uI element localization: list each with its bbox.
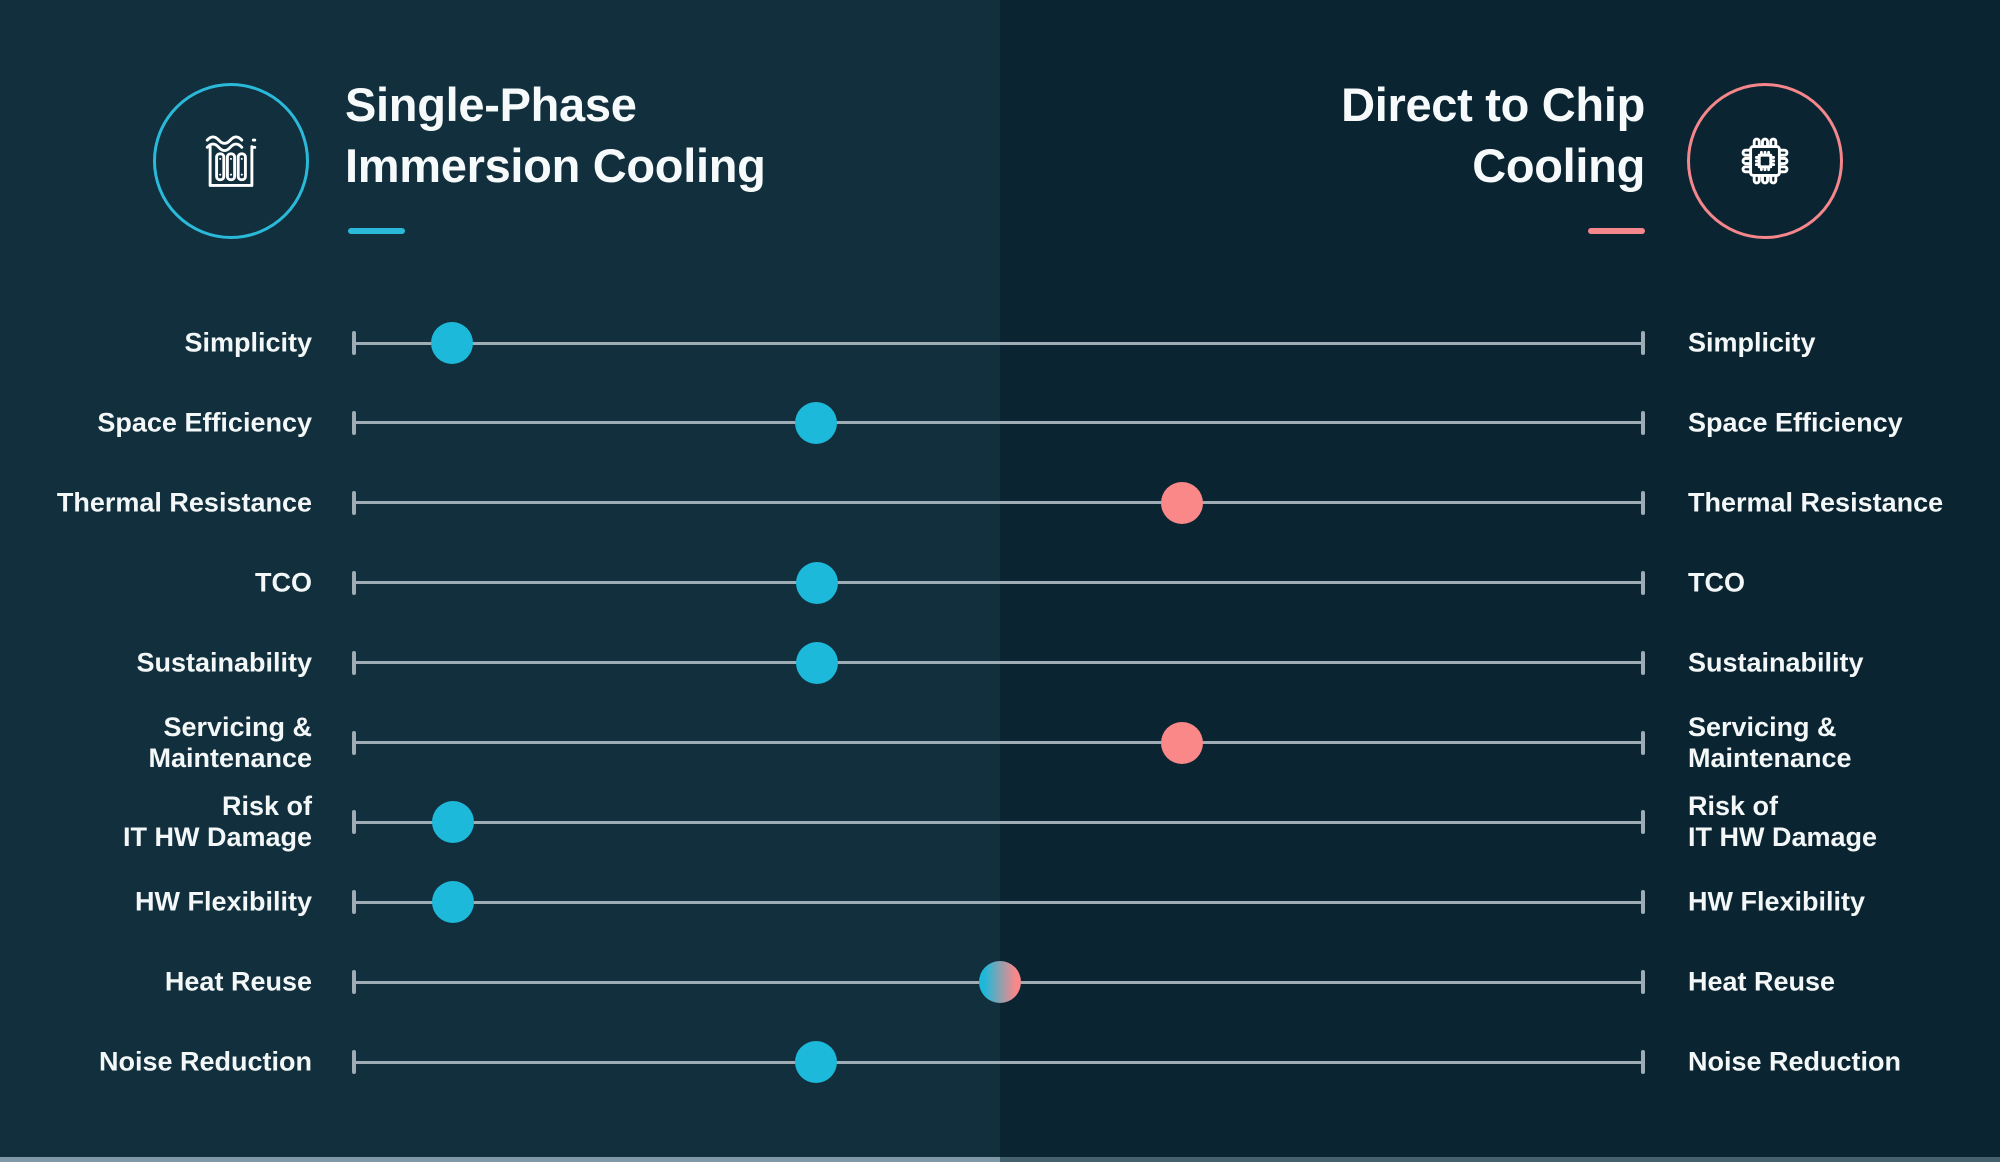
row-label-left: Noise Reduction xyxy=(0,1047,312,1078)
right-title-line1: Direct to Chip xyxy=(1341,78,1645,131)
row-label-right: Simplicity xyxy=(1688,328,2000,359)
slider-dot-cyan xyxy=(795,401,838,444)
row-label-line: IT HW Damage xyxy=(1688,822,1878,853)
row-label-line: Space Efficiency xyxy=(97,407,312,438)
left-title: Single-Phase Immersion Cooling xyxy=(345,74,766,196)
row-label-left: HW Flexibility xyxy=(0,887,312,918)
row-label-right: TCO xyxy=(1688,567,2000,598)
chip-icon-ring xyxy=(1687,83,1843,239)
left-title-line1: Single-Phase xyxy=(345,78,637,131)
row-label-line: Servicing & xyxy=(163,711,312,742)
row-label-right: Sustainability xyxy=(1688,647,2000,678)
row-label-line: Risk of xyxy=(221,791,312,822)
left-title-line2: Immersion Cooling xyxy=(345,139,766,192)
row-label-line: Risk of xyxy=(1688,791,1779,822)
row-label-left: Servicing & Maintenance xyxy=(0,712,312,774)
slider-track xyxy=(352,900,1645,904)
row-label-line: Maintenance xyxy=(148,742,312,773)
bottom-strip-left xyxy=(0,1157,1000,1162)
slider-dot-cyan xyxy=(796,641,839,684)
slider-track xyxy=(352,1060,1645,1064)
row-label-right: Noise Reduction xyxy=(1688,1047,2000,1078)
slider-dot-cyan xyxy=(795,1041,838,1084)
row-label-left: Heat Reuse xyxy=(0,967,312,998)
slider-dot-cyan xyxy=(431,881,474,924)
row-label-line: Heat Reuse xyxy=(164,966,312,997)
slider-dot-coral xyxy=(1161,721,1204,764)
slider-track xyxy=(352,501,1645,505)
row-label-line: Noise Reduction xyxy=(98,1046,312,1077)
slider-dot-cyan xyxy=(796,561,839,604)
row-label-line: Sustainability xyxy=(136,647,312,678)
slider-track xyxy=(352,741,1645,744)
row-label-line: Thermal Resistance xyxy=(56,487,312,518)
slider-dot-cyan xyxy=(430,322,473,364)
row-label-line: Noise Reduction xyxy=(1688,1046,1902,1077)
row-label-left: Risk of IT HW Damage xyxy=(0,791,312,853)
right-title: Direct to Chip Cooling xyxy=(1341,74,1645,196)
right-title-line2: Cooling xyxy=(1472,139,1645,192)
row-label-line: TCO xyxy=(255,567,312,598)
row-label-right: HW Flexibility xyxy=(1688,887,2000,918)
row-label-line: TCO xyxy=(1688,567,1745,598)
row-label-line: Servicing & xyxy=(1688,711,1837,742)
row-label-left: Space Efficiency xyxy=(0,407,312,438)
row-label-right: Space Efficiency xyxy=(1688,407,2000,438)
left-title-underline xyxy=(348,228,405,234)
right-title-underline xyxy=(1588,228,1645,234)
row-label-left: TCO xyxy=(0,567,312,598)
bottom-strip-right xyxy=(1000,1157,2000,1162)
row-label-left: Thermal Resistance xyxy=(0,487,312,518)
row-label-line: HW Flexibility xyxy=(1688,886,1866,917)
row-label-line: HW Flexibility xyxy=(134,886,312,917)
slider-track xyxy=(352,581,1645,585)
row-label-line: Simplicity xyxy=(1688,327,1816,358)
slider-dot-gradient xyxy=(978,961,1021,1004)
row-label-left: Simplicity xyxy=(0,328,312,359)
row-label-line: Sustainability xyxy=(1688,647,1864,678)
row-label-right: Risk of IT HW Damage xyxy=(1688,791,2000,853)
slider-dot-coral xyxy=(1161,481,1204,524)
immersion-icon-ring xyxy=(153,83,309,239)
slider-track xyxy=(352,341,1645,345)
row-label-line: IT HW Damage xyxy=(122,822,312,853)
slider-dot-cyan xyxy=(431,801,474,844)
row-label-line: Thermal Resistance xyxy=(1688,487,1944,518)
row-label-line: Space Efficiency xyxy=(1688,407,1903,438)
row-label-left: Sustainability xyxy=(0,647,312,678)
cpu-chip-icon xyxy=(1741,137,1789,185)
slider-track xyxy=(352,820,1645,824)
row-label-line: Simplicity xyxy=(184,327,312,358)
row-label-right: Heat Reuse xyxy=(1688,967,2000,998)
slider-track xyxy=(352,421,1645,425)
row-label-line: Heat Reuse xyxy=(1688,966,1836,997)
row-label-right: Servicing & Maintenance xyxy=(1688,712,2000,774)
row-label-line: Maintenance xyxy=(1688,742,1852,773)
immersion-tank-icon xyxy=(205,135,257,187)
slider-track xyxy=(352,661,1645,665)
row-label-right: Thermal Resistance xyxy=(1688,487,2000,518)
